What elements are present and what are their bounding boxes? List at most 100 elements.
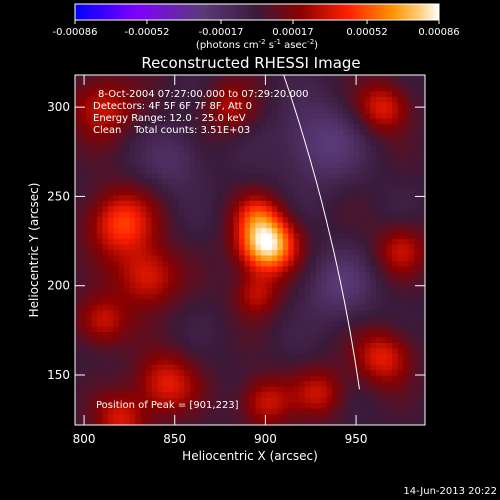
heatmap-cell: [211, 124, 218, 131]
heatmap-cell: [282, 403, 289, 409]
heatmap-cell: [381, 217, 388, 224]
heatmap-cell: [178, 91, 185, 98]
heatmap-cell: [200, 91, 207, 98]
heatmap-cell: [244, 277, 251, 284]
heatmap-cell: [342, 271, 349, 278]
heatmap-cell: [408, 304, 415, 311]
heatmap-cell: [75, 364, 81, 371]
heatmap-cell: [408, 386, 415, 393]
heatmap-cell: [260, 332, 267, 338]
annotation-time-range: 8-Oct-2004 07:27:00.000 to 07:29:20.000: [98, 89, 309, 100]
heatmap-cell: [167, 255, 174, 262]
heatmap-cell: [299, 228, 306, 234]
heatmap-cell: [75, 359, 81, 366]
heatmap-cell: [370, 146, 377, 152]
heatmap-cell: [162, 124, 169, 131]
heatmap-cell: [255, 80, 262, 87]
heatmap-cell: [260, 173, 267, 180]
heatmap-cell: [222, 348, 229, 355]
heatmap-cell: [80, 321, 87, 327]
heatmap-cell: [321, 260, 327, 267]
heatmap-cell: [250, 222, 256, 229]
heatmap-cell: [337, 228, 344, 234]
heatmap-cell: [277, 75, 284, 81]
heatmap-cell: [359, 321, 366, 327]
heatmap-cell: [140, 113, 147, 120]
heatmap-cell: [414, 157, 420, 163]
heatmap-cell: [310, 75, 317, 81]
heatmap-cell: [189, 228, 196, 234]
heatmap-cell: [408, 167, 415, 174]
heatmap-cell: [118, 157, 125, 163]
heatmap-cell: [200, 342, 207, 349]
heatmap-cell: [255, 271, 262, 278]
heatmap-cell: [282, 293, 289, 300]
heatmap-cell: [315, 293, 322, 300]
heatmap-cell: [206, 85, 213, 92]
heatmap-cell: [96, 184, 103, 191]
heatmap-cell: [206, 304, 213, 311]
heatmap-cell: [222, 414, 229, 420]
heatmap-cell: [129, 326, 136, 333]
heatmap-cell: [107, 129, 114, 136]
heatmap-cell: [80, 184, 87, 191]
heatmap-cell: [304, 173, 311, 180]
heatmap-cell: [293, 364, 300, 371]
heatmap-cell: [337, 195, 344, 202]
heatmap-cell: [195, 167, 202, 174]
heatmap-cell: [321, 403, 327, 409]
heatmap-cell: [403, 113, 409, 120]
heatmap-cell: [75, 184, 81, 191]
heatmap-cell: [167, 288, 174, 295]
heatmap-cell: [408, 200, 415, 207]
heatmap-cell: [206, 364, 213, 371]
heatmap-cell: [293, 129, 300, 136]
heatmap-cell: [80, 266, 87, 273]
heatmap-cell: [255, 113, 262, 120]
heatmap-cell: [299, 321, 306, 327]
heatmap-cell: [178, 299, 185, 306]
heatmap-cell: [392, 233, 399, 240]
heatmap-cell: [397, 140, 404, 147]
heatmap-cell: [326, 102, 333, 109]
heatmap-cell: [85, 375, 92, 382]
heatmap-cell: [244, 342, 251, 349]
heatmap-cell: [189, 146, 196, 152]
heatmap-cell: [75, 211, 81, 218]
heatmap-cell: [332, 206, 338, 213]
heatmap-cell: [239, 146, 245, 152]
heatmap-cell: [146, 397, 152, 404]
heatmap-cell: [178, 348, 185, 355]
heatmap-cell: [288, 113, 295, 120]
heatmap-cell: [397, 271, 404, 278]
heatmap-cell: [206, 222, 213, 229]
heatmap-cell: [162, 206, 169, 213]
heatmap-cell: [189, 102, 196, 109]
heatmap-cell: [162, 255, 169, 262]
heatmap-cell: [146, 151, 152, 158]
heatmap-cell: [282, 392, 289, 399]
heatmap-cell: [135, 282, 142, 289]
heatmap-cell: [189, 178, 196, 185]
heatmap-cell: [299, 282, 306, 289]
heatmap-cell: [260, 233, 267, 240]
heatmap-cell: [260, 271, 267, 278]
heatmap-cell: [386, 244, 393, 251]
heatmap-cell: [250, 375, 256, 382]
heatmap-cell: [118, 206, 125, 213]
heatmap-cell: [321, 266, 327, 273]
heatmap-cell: [250, 359, 256, 366]
heatmap-cell: [271, 113, 278, 120]
heatmap-image: [75, 75, 425, 425]
heatmap-cell: [113, 75, 120, 81]
heatmap-cell: [326, 195, 333, 202]
heatmap-cell: [386, 310, 393, 317]
heatmap-cell: [135, 135, 142, 142]
heatmap-cell: [326, 397, 333, 404]
heatmap-cell: [211, 184, 218, 191]
heatmap-cell: [178, 96, 185, 103]
heatmap-cell: [255, 419, 262, 425]
heatmap-cell: [107, 162, 114, 169]
heatmap-cell: [162, 271, 169, 278]
heatmap-cell: [113, 222, 120, 229]
